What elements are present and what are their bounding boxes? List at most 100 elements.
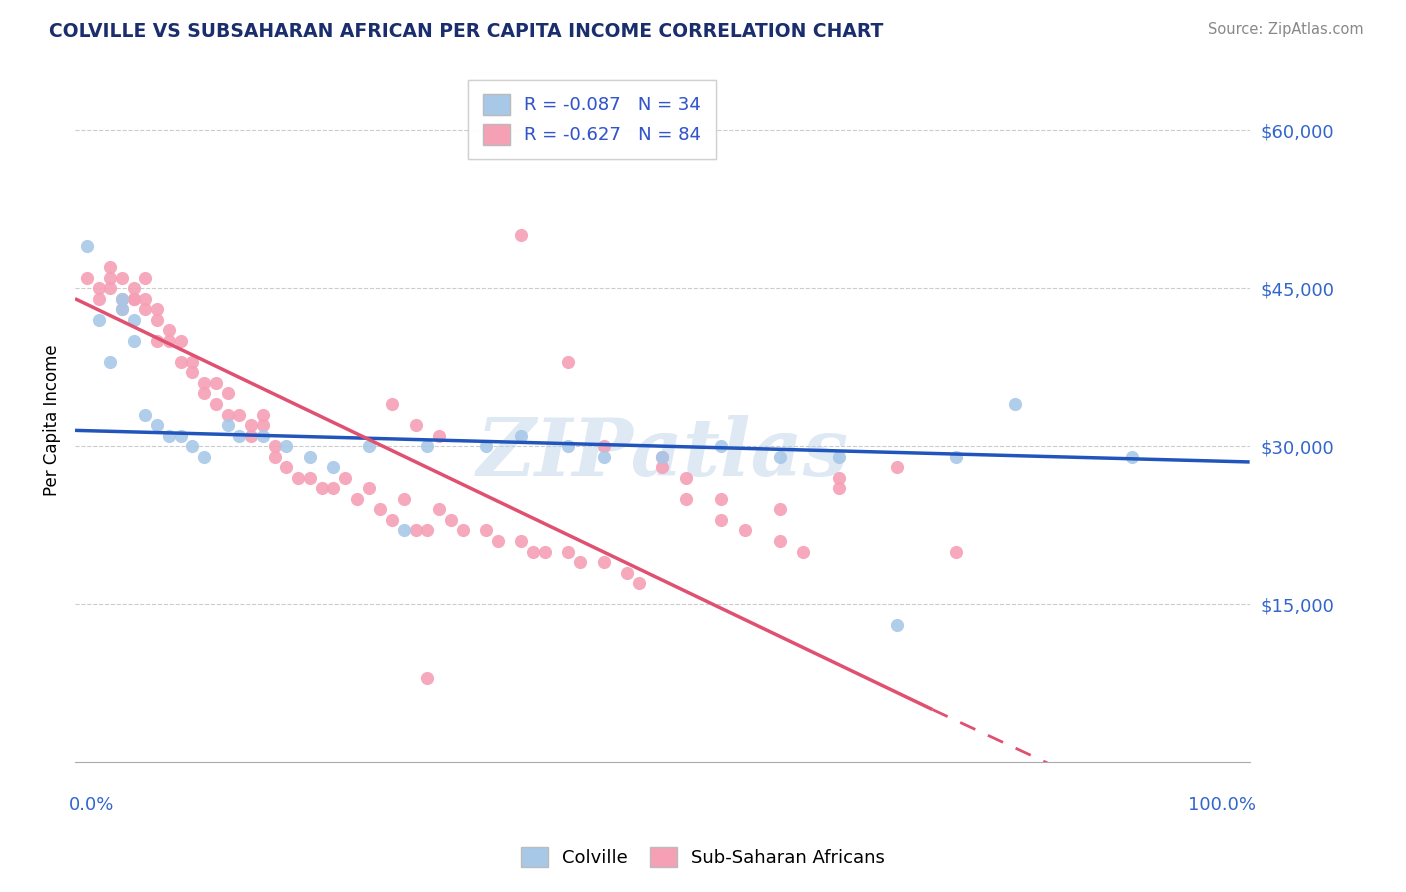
Point [276,439,298,453]
Point [76,270,98,285]
Point [193,386,215,401]
Legend: Colville, Sub-Saharan Africans: Colville, Sub-Saharan Africans [512,838,894,876]
Point [146,418,169,433]
Point [557,439,579,453]
Point [111,302,134,317]
Point [769,502,792,516]
Point [346,491,368,506]
Text: Source: ZipAtlas.com: Source: ZipAtlas.com [1208,22,1364,37]
Point [170,428,193,442]
Point [98,281,121,295]
Point [534,544,557,558]
Point [122,292,145,306]
Point [651,450,673,464]
Point [769,533,792,548]
Point [157,323,180,337]
Point [170,334,193,348]
Text: 100.0%: 100.0% [1188,797,1256,814]
Point [675,491,697,506]
Point [945,450,967,464]
Point [157,428,180,442]
Point [98,260,121,274]
Point [205,376,228,390]
Point [76,239,98,253]
Point [381,397,404,411]
Point [287,471,309,485]
Point [276,460,298,475]
Point [592,555,614,569]
Point [181,355,204,369]
Point [181,439,204,453]
Point [475,524,498,538]
Point [405,418,427,433]
Point [357,439,380,453]
Point [769,450,792,464]
Point [357,481,380,495]
Point [111,292,134,306]
Text: 0.0%: 0.0% [69,797,114,814]
Point [217,386,239,401]
Point [886,460,908,475]
Point [381,513,404,527]
Point [205,397,228,411]
Point [217,408,239,422]
Point [87,312,110,326]
Point [945,544,967,558]
Point [827,450,849,464]
Point [651,460,673,475]
Point [228,428,250,442]
Point [146,312,169,326]
Point [111,270,134,285]
Point [592,450,614,464]
Point [134,292,156,306]
Point [475,439,498,453]
Point [675,471,697,485]
Point [392,524,415,538]
Point [416,671,439,685]
Point [1121,450,1143,464]
Point [451,524,474,538]
Point [157,334,180,348]
Point [557,544,579,558]
Point [710,513,733,527]
Point [146,334,169,348]
Point [181,366,204,380]
Point [252,408,274,422]
Point [122,292,145,306]
Point [416,439,439,453]
Point [146,302,169,317]
Point [193,376,215,390]
Point [827,481,849,495]
Point [440,513,463,527]
Point [263,439,285,453]
Point [522,544,544,558]
Point [486,533,509,548]
Point [134,302,156,317]
Point [122,281,145,295]
Legend: R = -0.087   N = 34, R = -0.627   N = 84: R = -0.087 N = 34, R = -0.627 N = 84 [468,79,716,160]
Point [98,355,121,369]
Point [710,491,733,506]
Point [122,312,145,326]
Point [170,355,193,369]
Point [592,439,614,453]
Point [792,544,814,558]
Point [311,481,333,495]
Text: ZIPatlas: ZIPatlas [477,416,848,492]
Point [134,408,156,422]
Text: COLVILLE VS SUBSAHARAN AFRICAN PER CAPITA INCOME CORRELATION CHART: COLVILLE VS SUBSAHARAN AFRICAN PER CAPIT… [49,22,883,41]
Point [416,524,439,538]
Point [228,408,250,422]
Point [710,439,733,453]
Point [240,418,263,433]
Point [557,355,579,369]
Point [651,450,673,464]
Point [827,471,849,485]
Point [298,471,321,485]
Point [111,292,134,306]
Point [510,228,533,243]
Point [569,555,592,569]
Point [392,491,415,506]
Point [886,618,908,632]
Point [405,524,427,538]
